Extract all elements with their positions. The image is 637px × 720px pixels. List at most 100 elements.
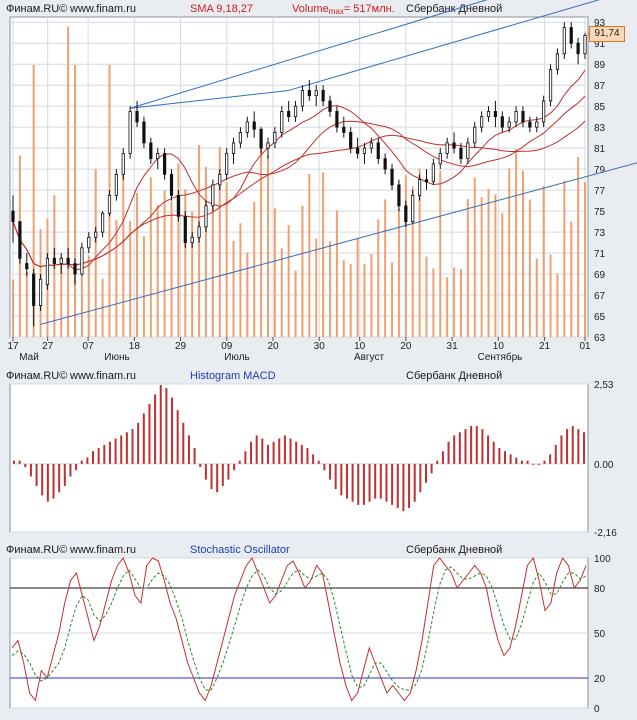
candle-body (66, 257, 70, 264)
macd-bar (295, 441, 298, 464)
volume-label: Volumemax= 517млн. (292, 3, 395, 16)
candle (273, 127, 277, 149)
candle-body (562, 27, 566, 55)
candle-body (231, 142, 236, 154)
macd-bar (255, 435, 258, 464)
macd-bar (509, 454, 512, 464)
candle-body (528, 121, 532, 128)
candle-body (273, 132, 277, 144)
candle (342, 116, 346, 138)
macd-bar (227, 463, 230, 480)
candle-body (59, 257, 63, 264)
macd-bar (577, 429, 580, 464)
price-y-tick: 73 (594, 228, 606, 239)
price-x-month: Август (354, 352, 385, 363)
macd-bar (357, 463, 360, 505)
macd-bar (430, 463, 433, 474)
candle-body (45, 257, 50, 285)
candle-body (307, 90, 311, 97)
macd-bar (464, 429, 467, 464)
candle-body (128, 111, 132, 154)
candle (569, 22, 573, 49)
macd-bar (385, 463, 388, 502)
macd-bar (323, 463, 326, 471)
candle (245, 116, 249, 138)
candle (149, 137, 153, 164)
stoch-k-line (11, 556, 587, 702)
candle-body (328, 100, 332, 112)
candle (321, 85, 325, 107)
stoch-panel-header: Финам.RU© www.finam.ru Stochastic Oscill… (6, 544, 631, 558)
macd-bar (75, 463, 78, 471)
candle (493, 100, 498, 128)
candle-body (80, 247, 84, 275)
candle (514, 106, 518, 128)
price-y-tick: 91 (594, 39, 606, 50)
candle (259, 127, 263, 154)
candle-body (390, 168, 394, 186)
candle-body (459, 147, 463, 160)
price-instrument: Сбербанк Дневной (406, 3, 503, 15)
stoch-d-line (11, 566, 587, 691)
macd-bar (80, 460, 83, 464)
candle-body (542, 100, 546, 123)
macd-bar (503, 451, 506, 464)
candle (218, 169, 222, 191)
candle (25, 253, 29, 277)
candle-body (369, 142, 373, 149)
candle (114, 169, 118, 201)
macd-bar (487, 435, 490, 464)
macd-bar (261, 438, 264, 464)
candle-body (238, 132, 243, 144)
candle (156, 148, 160, 170)
candle-body (576, 42, 580, 55)
macd-bar (137, 422, 140, 464)
macd-bar (266, 444, 269, 464)
candle-body (404, 205, 408, 222)
price-y-tick: 69 (594, 270, 606, 281)
price-x-month: Май (19, 352, 39, 363)
macd-bar (419, 463, 422, 493)
candle-body (431, 163, 435, 183)
candle (231, 137, 236, 164)
price-x-tick: 10 (354, 341, 366, 352)
macd-bar (537, 463, 540, 465)
macd-bar (159, 384, 162, 464)
macd-bar (238, 460, 241, 464)
candle-body (190, 236, 194, 243)
macd-bar (221, 463, 224, 486)
price-x-month: Июль (224, 352, 250, 363)
macd-bar (526, 460, 529, 464)
candle-body (183, 215, 187, 243)
candle-body (52, 257, 56, 264)
candle (197, 221, 201, 243)
macd-bar (63, 463, 66, 486)
candle-body (94, 231, 98, 238)
volume-label-pre: Volume (292, 3, 329, 15)
macd-bar (103, 444, 106, 464)
macd-bar (250, 441, 253, 464)
price-x-tick: 01 (579, 341, 591, 352)
candle (18, 221, 22, 264)
candle-body (548, 69, 553, 102)
macd-bar (86, 457, 89, 464)
price-y-tick: 83 (594, 123, 606, 134)
macd-bar (413, 463, 416, 502)
candle-body (569, 27, 573, 44)
candle-body (38, 278, 43, 306)
candle-body (438, 152, 442, 165)
price-y-tick: 67 (594, 291, 606, 302)
candle (418, 174, 422, 201)
candle-body (266, 142, 270, 149)
macd-bar (125, 432, 128, 464)
macd-bar (334, 463, 337, 490)
macd-bar (216, 463, 219, 493)
candle-body (252, 121, 256, 130)
price-x-tick: 29 (175, 341, 187, 352)
macd-bar (142, 413, 145, 464)
candle-body (280, 111, 284, 133)
candle (431, 158, 435, 185)
candle-body (383, 158, 387, 170)
candle (11, 195, 15, 243)
candle (369, 137, 373, 154)
